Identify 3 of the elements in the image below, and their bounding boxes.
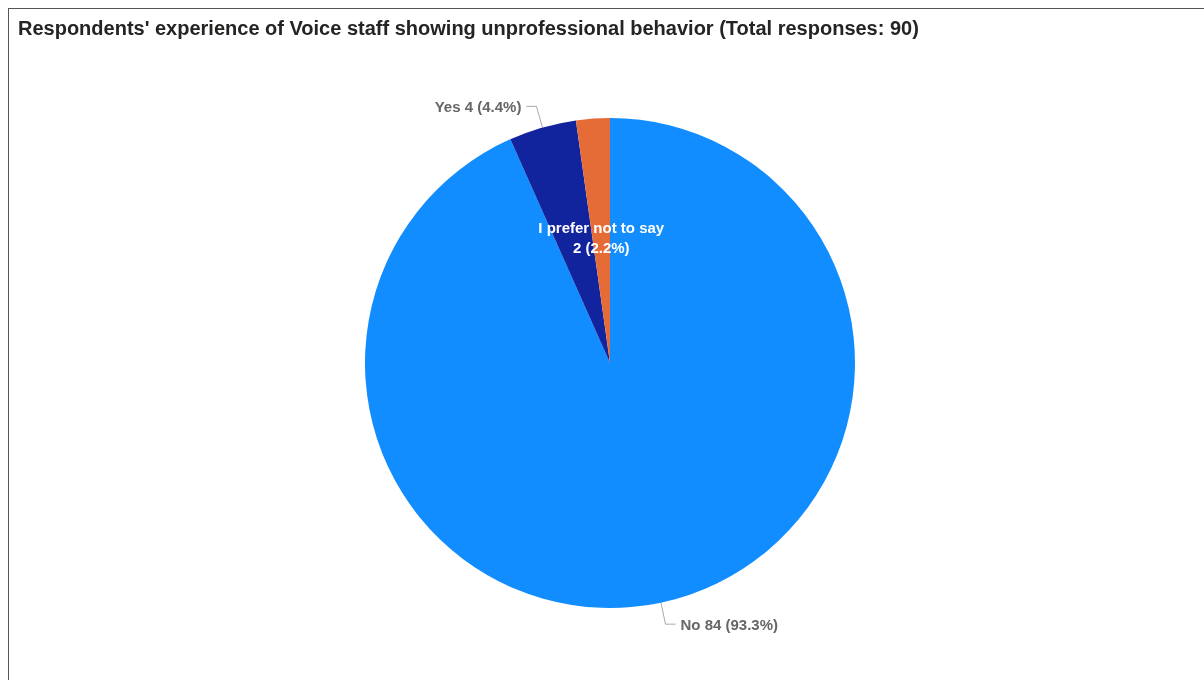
slice-label: Yes 4 (4.4%): [434, 97, 522, 115]
chart-title: Respondents' experience of Voice staff showing unprofessional behavior (Total responses: 90): [18, 17, 919, 39]
slice-label: No 84 (93.3%): [680, 615, 779, 633]
